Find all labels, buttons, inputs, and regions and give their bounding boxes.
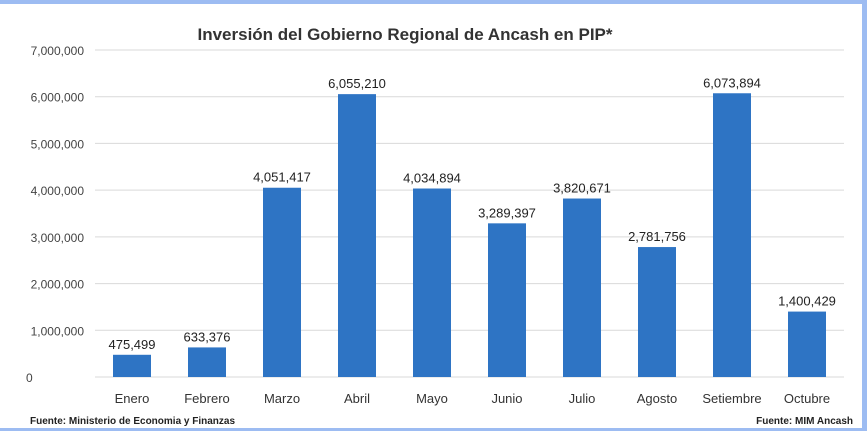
bar — [113, 354, 151, 377]
y-tick-label: 7,000,000 — [31, 44, 85, 58]
y-tick-label: 2,000,000 — [31, 278, 85, 292]
y-tick-label: 5,000,000 — [31, 137, 85, 151]
x-tick-label: Junio — [491, 391, 522, 406]
bar — [488, 223, 526, 377]
x-tick-label: Enero — [115, 391, 150, 406]
y-tick-label: 3,000,000 — [31, 231, 85, 245]
data-label: 1,400,429 — [778, 294, 836, 309]
x-tick-label: Agosto — [637, 391, 677, 406]
x-tick-label: Febrero — [184, 391, 230, 406]
y-tick-label: 0 — [26, 371, 33, 385]
data-label: 3,289,397 — [478, 205, 536, 220]
chart-title: Inversión del Gobierno Regional de Ancas… — [197, 25, 612, 44]
x-tick-label: Julio — [569, 391, 596, 406]
bar — [263, 187, 301, 377]
y-tick-label: 6,000,000 — [31, 91, 85, 105]
y-tick-label: 4,000,000 — [31, 184, 85, 198]
x-tick-label: Octubre — [784, 391, 830, 406]
x-tick-label: Mayo — [416, 391, 448, 406]
bar — [638, 247, 676, 377]
data-label: 475,499 — [109, 337, 156, 352]
data-label: 6,055,210 — [328, 76, 386, 91]
source-right: Fuente: MIM Ancash — [756, 416, 853, 427]
data-label: 4,051,417 — [253, 170, 311, 185]
x-tick-label: Abril — [344, 391, 370, 406]
bar — [788, 311, 826, 377]
data-label: 2,781,756 — [628, 229, 686, 244]
data-label: 4,034,894 — [403, 171, 461, 186]
y-tick-label: 1,000,000 — [31, 324, 85, 338]
source-left: Fuente: Ministerio de Economia y Finanza… — [30, 416, 236, 427]
bar — [563, 198, 601, 377]
bar — [713, 93, 751, 377]
data-label: 6,073,894 — [703, 75, 761, 90]
x-tick-label: Setiembre — [702, 391, 761, 406]
x-tick-label: Marzo — [264, 391, 300, 406]
bar — [413, 188, 451, 377]
bar — [338, 94, 376, 377]
data-label: 3,820,671 — [553, 181, 611, 196]
bar — [188, 347, 226, 377]
data-label: 633,376 — [184, 329, 231, 344]
